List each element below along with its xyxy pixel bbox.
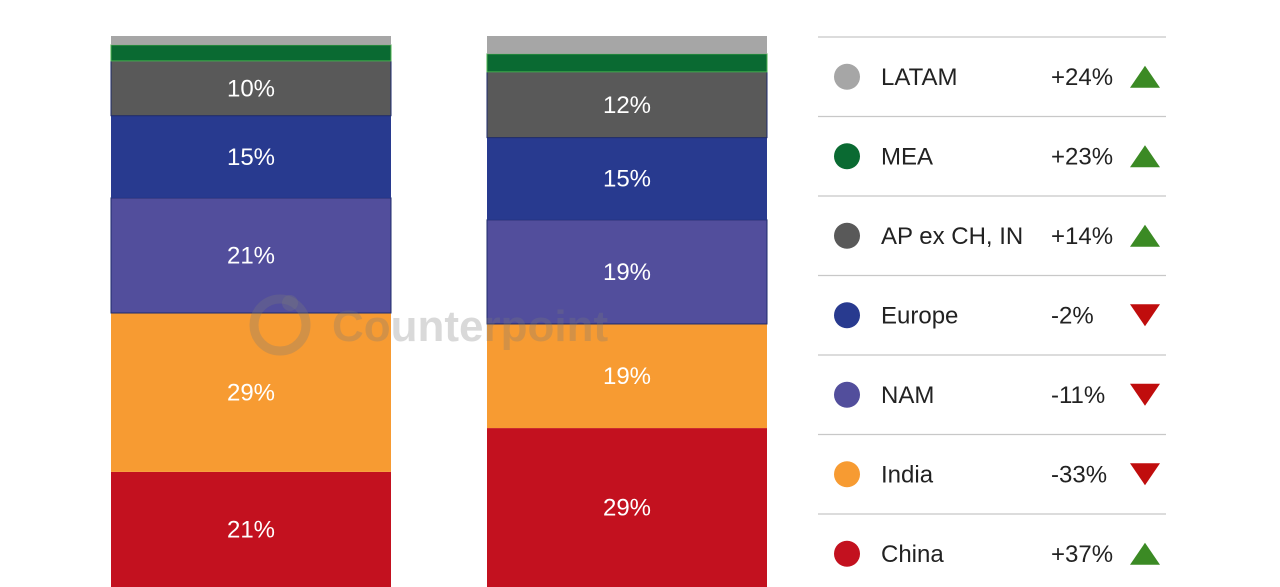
legend-change-europe: -2% [1051,302,1094,329]
bar-1-label-china: 21% [227,516,275,543]
watermark-text: Counterpoint [332,302,609,351]
legend-label-latam: LATAM [881,64,957,91]
legend-row-china: China +37% [834,540,1160,568]
legend-label-europe: Europe [881,302,958,329]
legend-row-ap-ex-ch-in: AP ex CH, IN +14% [834,222,1160,250]
bar-1-segment-india [111,313,391,472]
legend-swatch-mea [834,143,860,170]
bar-1-label-ap-ex-ch-in: 10% [227,75,275,102]
watermark-logo-dot [282,295,298,311]
legend-change-india: -33% [1051,461,1107,488]
legend-swatch-china [834,540,860,567]
legend-label-nam: NAM [881,382,934,409]
counterpoint-watermark: Counterpoint [249,294,609,356]
arrow-down-icon-india [1130,463,1160,486]
arrow-up-icon-latam [1130,65,1160,88]
bar-2-label-china: 29% [603,495,651,522]
legend-swatch-ap-ex-ch-in [834,222,860,249]
legend-change-nam: -11% [1051,382,1105,409]
legend-change-latam: +24% [1051,64,1113,91]
legend-row-nam: NAM -11% [834,381,1160,409]
bar-1-label-europe: 15% [227,144,275,171]
bar-2-segment-ap-ex-ch-in [486,71,768,139]
watermark-logo-ring [249,294,311,356]
legend-change-ap-ex-ch-in: +14% [1051,223,1113,250]
bar-1-segment-latam [111,36,391,45]
legend-label-ap-ex-ch-in: AP ex CH, IN [881,223,1023,250]
arrow-up-icon-ap-ex-ch-in [1130,224,1160,247]
legend-row-europe: Europe -2% [834,302,1160,329]
legend-swatch-india [834,461,860,488]
bar-1-segment-china [111,471,391,587]
arrow-down-icon-europe [1130,304,1160,327]
bar-area: 21% 29% 21% 15% 10% 29% 19% 19% 15% 12% [110,36,768,587]
bar-2-label-nam: 19% [603,259,651,286]
legend-change-china: +37% [1051,541,1113,568]
legend-label-china: China [881,541,944,568]
legend-label-mea: MEA [881,143,933,170]
bar-1-segment-mea [110,44,392,62]
legend-swatch-latam [834,63,860,90]
legend-label-india: India [881,461,934,488]
bar-1-segment-ap-ex-ch-in [110,60,392,117]
arrow-up-icon-china [1130,542,1160,565]
bar-1-segment-nam [110,197,392,314]
legend: LATAM +24% MEA +23% AP ex CH, IN +14% Europe -2… [818,36,1166,568]
arrow-up-icon-mea [1130,145,1160,168]
legend-row-india: India -33% [834,461,1160,488]
bar-2-segment-latam [487,36,767,54]
bar-2-segment-nam [486,219,768,325]
legend-row-latam: LATAM +24% [834,63,1160,91]
legend-change-mea: +23% [1051,143,1113,170]
legend-row-mea: MEA +23% [834,143,1160,170]
bar-2-segment-china [487,428,767,587]
bar-2-segment-mea [486,53,768,73]
legend-swatch-europe [834,302,860,329]
bar-2-segment-europe [487,137,767,220]
bar-1-segment-europe [111,115,391,198]
arrow-down-icon-nam [1130,383,1160,406]
bar-2-label-europe: 15% [603,166,651,193]
bar-2-label-india: 19% [603,363,651,390]
bar-1-label-nam: 21% [227,242,275,269]
legend-swatch-nam [834,381,860,408]
bar-1-label-india: 29% [227,379,275,406]
bar-2-label-ap-ex-ch-in: 12% [603,92,651,119]
bar-2-segment-india [487,323,767,429]
